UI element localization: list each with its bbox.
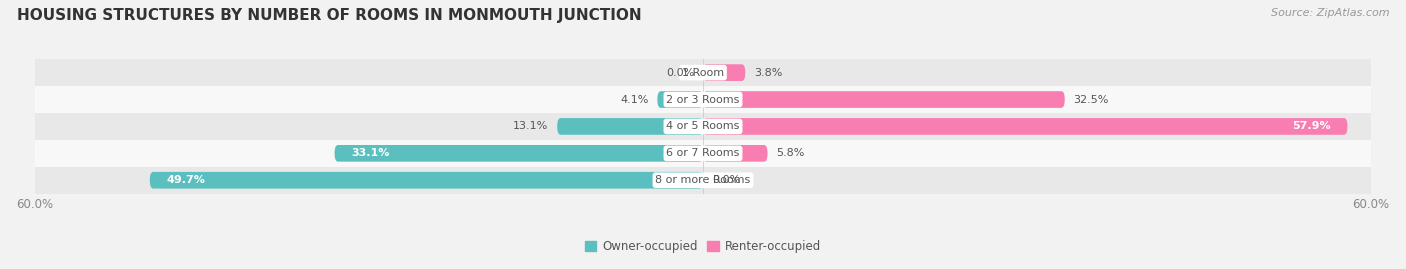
FancyBboxPatch shape: [335, 145, 703, 162]
Bar: [35, 140, 1371, 167]
Text: 4.1%: 4.1%: [620, 94, 648, 105]
FancyBboxPatch shape: [703, 145, 768, 162]
FancyBboxPatch shape: [557, 118, 703, 135]
Text: 0.0%: 0.0%: [711, 175, 740, 185]
Text: 49.7%: 49.7%: [166, 175, 205, 185]
Text: 6 or 7 Rooms: 6 or 7 Rooms: [666, 148, 740, 158]
Bar: [35, 59, 1371, 86]
FancyBboxPatch shape: [658, 91, 703, 108]
Text: HOUSING STRUCTURES BY NUMBER OF ROOMS IN MONMOUTH JUNCTION: HOUSING STRUCTURES BY NUMBER OF ROOMS IN…: [17, 8, 641, 23]
Bar: [35, 113, 1371, 140]
Text: 57.9%: 57.9%: [1292, 121, 1330, 132]
Bar: [35, 167, 1371, 194]
Text: 8 or more Rooms: 8 or more Rooms: [655, 175, 751, 185]
Text: 2 or 3 Rooms: 2 or 3 Rooms: [666, 94, 740, 105]
Legend: Owner-occupied, Renter-occupied: Owner-occupied, Renter-occupied: [579, 235, 827, 258]
FancyBboxPatch shape: [150, 172, 703, 189]
Text: 33.1%: 33.1%: [352, 148, 389, 158]
Bar: [35, 86, 1371, 113]
Text: 32.5%: 32.5%: [1074, 94, 1109, 105]
Text: Source: ZipAtlas.com: Source: ZipAtlas.com: [1271, 8, 1389, 18]
Text: 13.1%: 13.1%: [513, 121, 548, 132]
Text: 3.8%: 3.8%: [754, 68, 783, 78]
Text: 1 Room: 1 Room: [682, 68, 724, 78]
Text: 5.8%: 5.8%: [776, 148, 804, 158]
Text: 4 or 5 Rooms: 4 or 5 Rooms: [666, 121, 740, 132]
FancyBboxPatch shape: [703, 91, 1064, 108]
FancyBboxPatch shape: [703, 118, 1347, 135]
Text: 0.0%: 0.0%: [666, 68, 695, 78]
FancyBboxPatch shape: [703, 64, 745, 81]
